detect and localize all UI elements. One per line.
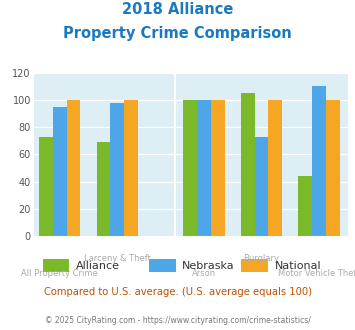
Bar [312,86,326,236]
Text: Alliance: Alliance [76,261,120,271]
Bar [326,100,340,236]
Bar [211,100,224,236]
Bar [39,137,53,236]
Bar [255,137,268,236]
Bar [183,100,197,236]
Bar [53,107,67,236]
Bar [97,142,110,236]
Bar [241,93,255,236]
Bar [298,176,312,236]
Text: All Property Crime: All Property Crime [21,269,98,278]
Text: National: National [274,261,321,271]
Text: © 2025 CityRating.com - https://www.cityrating.com/crime-statistics/: © 2025 CityRating.com - https://www.city… [45,316,310,325]
Bar [268,100,282,236]
Text: Burglary: Burglary [244,254,279,263]
Bar [124,100,138,236]
Text: Compared to U.S. average. (U.S. average equals 100): Compared to U.S. average. (U.S. average … [44,287,311,297]
Text: 2018 Alliance: 2018 Alliance [122,2,233,16]
Bar [197,100,211,236]
Text: Motor Vehicle Theft: Motor Vehicle Theft [278,269,355,278]
Bar [110,103,124,236]
Text: Larceny & Theft: Larceny & Theft [84,254,151,263]
Bar [67,100,81,236]
Text: Nebraska: Nebraska [182,261,235,271]
Text: Arson: Arson [192,269,216,278]
Text: Property Crime Comparison: Property Crime Comparison [63,26,292,41]
